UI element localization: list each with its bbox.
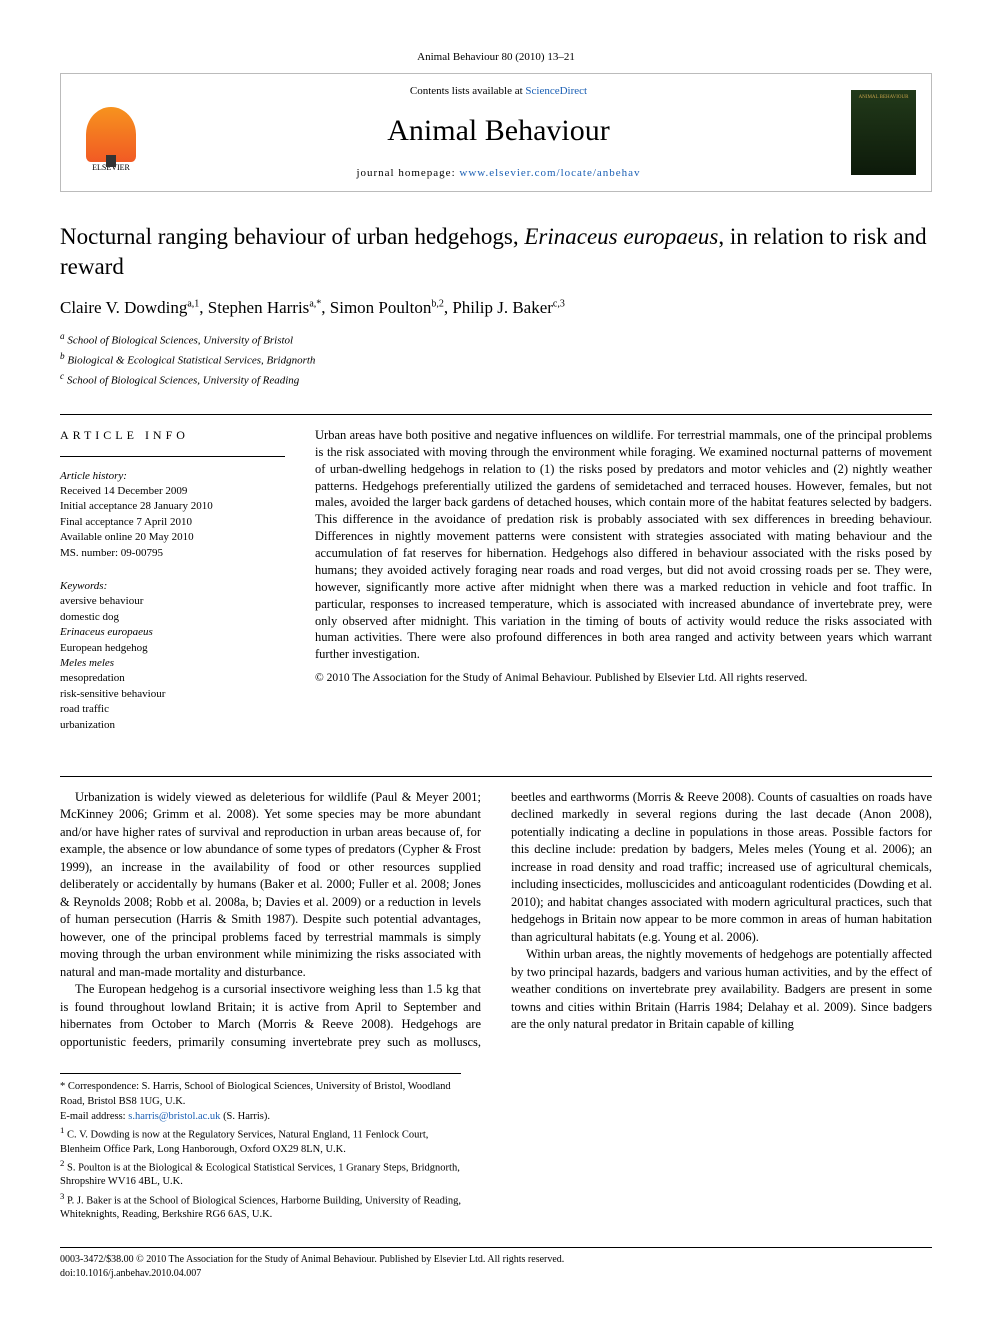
keyword: domestic dog [60, 610, 285, 625]
author-list: Claire V. Dowdinga,1, Stephen Harrisa,*,… [60, 296, 932, 320]
journal-homepage-link[interactable]: www.elsevier.com/locate/anbehav [459, 167, 640, 179]
body-paragraph: Within urban areas, the nightly movement… [511, 946, 932, 1034]
email-tail: (S. Harris). [220, 1111, 270, 1122]
email-label: E-mail address: [60, 1111, 128, 1122]
keyword: road traffic [60, 702, 285, 717]
author-1: Claire V. Dowdinga,1 [60, 298, 199, 317]
affiliation-c: c School of Biological Sciences, Univers… [60, 370, 932, 389]
title-species: Erinaceus europaeus [524, 224, 718, 249]
contents-prefix: Contents lists available at [410, 85, 525, 97]
sciencedirect-link[interactable]: ScienceDirect [525, 85, 587, 97]
elsevier-tree-icon [86, 107, 136, 162]
abstract-text: Urban areas have both positive and negat… [315, 427, 932, 663]
page-footer: 0003-3472/$38.00 © 2010 The Association … [60, 1247, 932, 1281]
body-paragraph: Urbanization is widely viewed as deleter… [60, 789, 481, 982]
corresponding-email-link[interactable]: s.harris@bristol.ac.uk [128, 1111, 220, 1122]
author-4: Philip J. Bakerc,3 [452, 298, 565, 317]
section-divider [60, 776, 932, 777]
elsevier-logo[interactable]: ELSEVIER [76, 93, 146, 173]
history-item: Available online 20 May 2010 [60, 530, 285, 545]
keyword: Erinaceus europaeus [60, 625, 285, 640]
history-heading: Article history: [60, 469, 285, 484]
history-item: Final acceptance 7 April 2010 [60, 515, 285, 530]
affiliation-b: b Biological & Ecological Statistical Se… [60, 350, 932, 369]
info-divider [60, 456, 285, 457]
author-3: Simon Poultonb,2 [330, 298, 444, 317]
footnote-3: 3 P. J. Baker is at the School of Biolog… [60, 1191, 461, 1223]
journal-header: ELSEVIER Contents lists available at Sci… [60, 73, 932, 192]
footnotes: * Correspondence: S. Harris, School of B… [60, 1073, 461, 1222]
keyword: mesopredation [60, 671, 285, 686]
history-item: Received 14 December 2009 [60, 484, 285, 499]
article-body: Urbanization is widely viewed as deleter… [60, 789, 932, 1052]
article-info-heading: article info [60, 427, 285, 444]
title-plain: Nocturnal ranging behaviour of urban hed… [60, 224, 524, 249]
keywords-block: Keywords: aversive behaviour domestic do… [60, 579, 285, 733]
masthead-citation: Animal Behaviour 80 (2010) 13–21 [60, 50, 932, 65]
article-info-sidebar: article info Article history: Received 1… [60, 427, 285, 751]
journal-cover-thumbnail[interactable]: ANIMAL BEHAVIOUR [851, 90, 916, 175]
article-title: Nocturnal ranging behaviour of urban hed… [60, 222, 932, 282]
keyword: Meles meles [60, 656, 285, 671]
footnote-2: 2 S. Poulton is at the Biological & Ecol… [60, 1158, 461, 1190]
article-history: Article history: Received 14 December 20… [60, 469, 285, 561]
affiliations: a School of Biological Sciences, Univers… [60, 330, 932, 389]
journal-homepage-line: journal homepage: www.elsevier.com/locat… [161, 166, 836, 181]
affiliation-a: a School of Biological Sciences, Univers… [60, 330, 932, 349]
author-2: Stephen Harrisa,* [208, 298, 321, 317]
keyword: urbanization [60, 718, 285, 733]
correspondence-footnote: * Correspondence: S. Harris, School of B… [60, 1080, 461, 1108]
abstract: Urban areas have both positive and negat… [315, 427, 932, 751]
keyword: risk-sensitive behaviour [60, 687, 285, 702]
journal-title: Animal Behaviour [161, 110, 836, 152]
footnote-1: 1 C. V. Dowding is now at the Regulatory… [60, 1125, 461, 1157]
keyword: aversive behaviour [60, 594, 285, 609]
homepage-prefix: journal homepage: [356, 167, 459, 179]
footer-copyright: 0003-3472/$38.00 © 2010 The Association … [60, 1253, 932, 1267]
history-item: Initial acceptance 28 January 2010 [60, 499, 285, 514]
keyword: European hedgehog [60, 641, 285, 656]
contents-list-line: Contents lists available at ScienceDirec… [161, 84, 836, 99]
abstract-copyright: © 2010 The Association for the Study of … [315, 671, 932, 687]
section-divider [60, 414, 932, 415]
email-footnote: E-mail address: s.harris@bristol.ac.uk (… [60, 1110, 461, 1124]
history-item: MS. number: 09-00795 [60, 546, 285, 561]
cover-title-text: ANIMAL BEHAVIOUR [859, 94, 909, 101]
keywords-heading: Keywords: [60, 579, 285, 594]
footer-doi: doi:10.1016/j.anbehav.2010.04.007 [60, 1267, 932, 1281]
